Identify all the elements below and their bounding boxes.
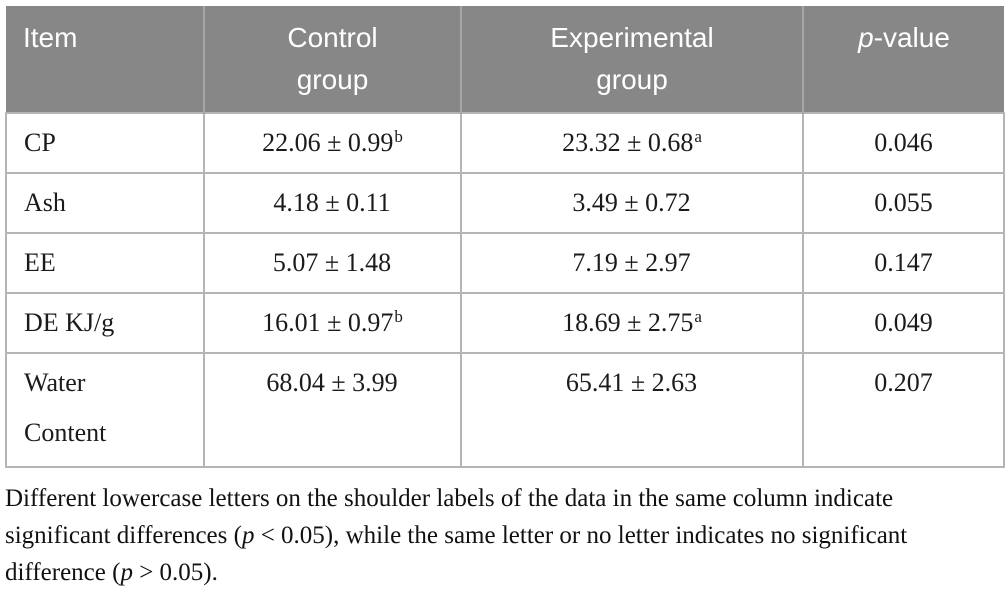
value-text: 23.32 ± 0.68 xyxy=(562,128,694,157)
value-text: 22.06 ± 0.99 xyxy=(262,128,394,157)
header-experimental-line2: group xyxy=(596,64,668,95)
header-control-line1: Control xyxy=(287,22,378,53)
table-header-row: Item Control group Experimental group p-… xyxy=(6,6,1004,113)
cell-item: CP xyxy=(5,112,205,174)
cell-p-value: 0.147 xyxy=(802,232,1005,294)
cell-item: Ash xyxy=(5,172,205,234)
cell-p-value: 0.046 xyxy=(802,112,1005,174)
footnote-text: Different lowercase letters on the shoul… xyxy=(5,485,908,586)
cell-experimental-value: 65.41 ± 2.63 xyxy=(460,352,804,468)
table-row-ee: EE 5.07 ± 1.48 7.19 ± 2.97 0.147 xyxy=(5,232,1005,294)
cell-p-value: 0.049 xyxy=(802,292,1005,354)
superscript-label: a xyxy=(694,127,702,146)
header-control-line2: group xyxy=(296,64,369,95)
value-text: 4.18 ± 0.11 xyxy=(273,188,391,217)
value-text: 5.07 ± 1.48 xyxy=(272,248,392,277)
cell-experimental-value: 7.19 ± 2.97 xyxy=(460,232,804,294)
value-text: 18.69 ± 2.75 xyxy=(562,308,694,337)
table-row-ash: Ash 4.18 ± 0.11 3.49 ± 0.72 0.055 xyxy=(5,172,1005,234)
cell-p-value: 0.207 xyxy=(802,352,1005,468)
value-text: 16.01 ± 0.97 xyxy=(262,308,394,337)
cell-item: DE KJ/g xyxy=(5,292,205,354)
cell-experimental-value: 3.49 ± 0.72 xyxy=(460,172,804,234)
value-text: 3.49 ± 0.72 xyxy=(572,188,691,217)
table-row-de: DE KJ/g 16.01 ± 0.97b 18.69 ± 2.75a 0.04… xyxy=(5,292,1005,354)
cell-item: EE xyxy=(5,232,205,294)
cell-control-value: 5.07 ± 1.48 xyxy=(203,232,462,294)
header-control-group: Control group xyxy=(203,6,461,113)
value-text: 65.41 ± 2.63 xyxy=(565,368,698,397)
header-p-value: p-value xyxy=(802,6,1004,113)
cell-item: Water Content xyxy=(5,352,205,468)
cell-experimental-value: 18.69 ± 2.75a xyxy=(460,292,804,354)
cell-p-value: 0.055 xyxy=(802,172,1005,234)
header-item-label: Item xyxy=(23,22,78,53)
superscript-label: b xyxy=(394,127,403,146)
cell-experimental-value: 23.32 ± 0.68a xyxy=(460,112,804,174)
header-p-rest: -value xyxy=(873,22,950,53)
header-p-italic: p xyxy=(858,22,874,53)
proximate-composition-table: Item Control group Experimental group p-… xyxy=(5,6,1005,468)
cell-control-value: 68.04 ± 3.99 xyxy=(203,352,462,468)
superscript-label: a xyxy=(694,307,702,326)
header-item: Item xyxy=(6,6,204,113)
value-text: 7.19 ± 2.97 xyxy=(572,248,691,277)
cell-control-value: 22.06 ± 0.99b xyxy=(203,112,462,174)
header-experimental-group: Experimental group xyxy=(460,6,803,113)
cell-control-value: 16.01 ± 0.97b xyxy=(203,292,462,354)
superscript-label: b xyxy=(394,307,403,326)
header-experimental-line1: Experimental xyxy=(550,22,714,53)
item-line1: Water xyxy=(24,368,86,397)
cell-control-value: 4.18 ± 0.11 xyxy=(203,172,462,234)
value-text: 68.04 ± 3.99 xyxy=(266,368,398,397)
item-line2: Content xyxy=(24,418,107,447)
table-row-cp: CP 22.06 ± 0.99b 23.32 ± 0.68a 0.046 xyxy=(5,112,1005,174)
table-row-water-content: Water Content 68.04 ± 3.99 65.41 ± 2.63 … xyxy=(5,352,1005,468)
